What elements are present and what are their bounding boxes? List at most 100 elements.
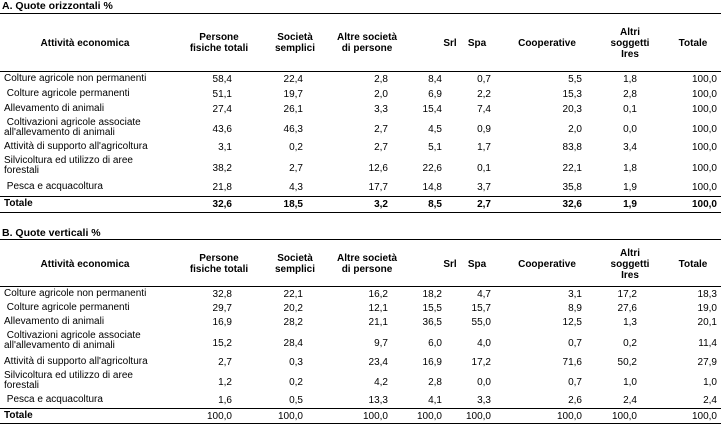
cell-value: 71,6 [562, 357, 582, 368]
cell-value: 0,7 [568, 338, 582, 349]
total-rule [0, 408, 721, 409]
cell-value: 4,0 [477, 338, 491, 349]
total-value: 3,2 [374, 199, 388, 210]
cell-value: 55,0 [471, 317, 491, 328]
cell-value: 20,1 [697, 317, 717, 328]
cell-value: 16,2 [368, 289, 388, 300]
column-header: Altri soggetti Ires [610, 247, 650, 281]
header-rule [0, 286, 721, 287]
cell-value: 3,1 [218, 142, 232, 153]
cell-value: 15,4 [422, 104, 442, 115]
column-header: Cooperative [518, 258, 576, 270]
table-row: Silvicoltura ed utilizzo di aree foresta… [0, 370, 721, 393]
cell-value: 27,6 [617, 303, 637, 314]
cell-value: 3,3 [374, 104, 388, 115]
cell-value: 0,5 [289, 395, 303, 406]
cell-value: 0,9 [477, 124, 491, 135]
cell-value: 1,9 [623, 182, 637, 193]
row-label: Coltivazioni agricole associate all'alle… [4, 117, 144, 138]
cell-value: 5,5 [568, 74, 582, 85]
table-row: Colture agricole permanenti 51,1 19,7 2,0 6,… [0, 87, 721, 102]
cell-value: 27,9 [697, 357, 717, 368]
cell-value: 1,2 [218, 377, 232, 388]
cell-value: 1,3 [623, 317, 637, 328]
total-value: 1,9 [623, 199, 637, 210]
cell-value: 6,9 [428, 89, 442, 100]
cell-value: 0,2 [289, 142, 303, 153]
cell-value: 2,0 [374, 89, 388, 100]
cell-value: 18,3 [697, 289, 717, 300]
cell-value: 4,1 [428, 395, 442, 406]
header-rule [0, 71, 721, 72]
cell-value: 9,7 [374, 338, 388, 349]
cell-value: 20,2 [283, 303, 303, 314]
row-label: Allevamento di animali [4, 103, 105, 114]
total-label: Totale [4, 198, 33, 209]
cell-value: 3,1 [568, 289, 582, 300]
column-header: Altri soggetti Ires [610, 26, 650, 60]
cell-value: 0,7 [477, 74, 491, 85]
cell-value: 0,0 [477, 377, 491, 388]
column-header: Altre società di persone [336, 253, 398, 275]
cell-value: 38,2 [212, 163, 232, 174]
cell-value: 50,2 [617, 357, 637, 368]
table-bottom-rule [0, 212, 721, 213]
cell-value: 2,8 [623, 89, 637, 100]
cell-value: 15,5 [422, 303, 442, 314]
total-value: 100,0 [611, 411, 637, 422]
section-title-a: A. Quote orizzontali % [2, 0, 113, 12]
cell-value: 5,1 [428, 142, 442, 153]
table-row: Silvicoltura ed utilizzo di aree foresta… [0, 155, 721, 180]
cell-value: 100,0 [691, 74, 717, 85]
cell-value: 29,7 [212, 303, 232, 314]
cell-value: 2,4 [623, 395, 637, 406]
total-value: 100,0 [691, 411, 717, 422]
row-label: Colture agricole non permanenti [4, 288, 147, 299]
cell-value: 15,7 [471, 303, 491, 314]
cell-value: 18,2 [422, 289, 442, 300]
column-header: Totale [678, 37, 708, 49]
cell-value: 32,8 [212, 289, 232, 300]
table-row: Coltivazioni agricole associate all'alle… [0, 117, 721, 140]
cell-value: 46,3 [283, 124, 303, 135]
cell-value: 8,4 [428, 74, 442, 85]
total-row: Totale 100,0 100,0 100,0 100,0 100,0 100,0 100,… [0, 409, 721, 423]
column-header: Società semplici [274, 32, 316, 54]
total-value: 100,0 [277, 411, 303, 422]
cell-value: 2,8 [374, 74, 388, 85]
cell-value: 1,6 [218, 395, 232, 406]
table-row: Pesca e acquacoltura 21,8 4,3 17,7 14,8 3,7 35… [0, 180, 721, 195]
cell-value: 4,7 [477, 289, 491, 300]
table-row: Colture agricole non permanenti 32,8 22,1 1… [0, 287, 721, 301]
row-label: Coltivazioni agricole associate all'alle… [4, 330, 144, 351]
section-title-b: B. Quote verticali % [2, 227, 101, 239]
cell-value: 3,7 [477, 182, 491, 193]
cell-value: 2,8 [428, 377, 442, 388]
column-header: Totale [678, 258, 708, 270]
cell-value: 1,0 [703, 377, 717, 388]
cell-value: 2,4 [703, 395, 717, 406]
total-rule [0, 196, 721, 197]
cell-value: 12,6 [368, 163, 388, 174]
row-label: Attività di supporto all'agricoltura [4, 356, 148, 367]
column-header: Attività economica [40, 37, 130, 49]
column-header: Persone fisiche totali [189, 253, 249, 275]
cell-value: 36,5 [422, 317, 442, 328]
cell-value: 0,0 [623, 124, 637, 135]
total-value: 100,0 [416, 411, 442, 422]
table-row: Allevamento di animali 27,4 26,1 3,3 15,4 7,4… [0, 102, 721, 117]
cell-value: 16,9 [422, 357, 442, 368]
column-header: Srl [443, 258, 457, 270]
table-row: Coltivazioni agricole associate all'alle… [0, 330, 721, 355]
cell-value: 28,2 [283, 317, 303, 328]
total-value: 100,0 [691, 199, 717, 210]
cell-value: 6,0 [428, 338, 442, 349]
cell-value: 43,6 [212, 124, 232, 135]
total-value: 8,5 [428, 199, 442, 210]
cell-value: 15,2 [212, 338, 232, 349]
table-top-rule [0, 239, 721, 240]
cell-value: 19,7 [283, 89, 303, 100]
column-header: Cooperative [518, 37, 576, 49]
column-header: Altre società di persone [336, 32, 398, 54]
cell-value: 1,8 [623, 163, 637, 174]
